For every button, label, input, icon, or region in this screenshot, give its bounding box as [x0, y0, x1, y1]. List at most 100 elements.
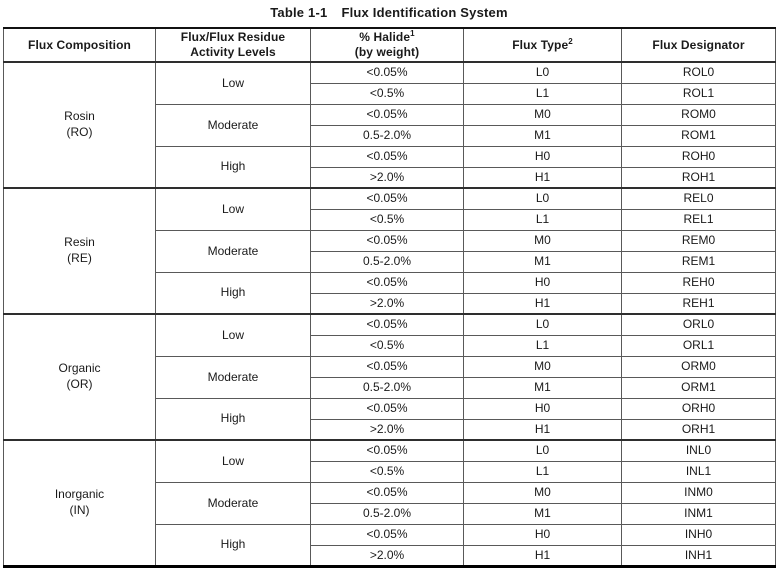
cell-flux-composition: Inorganic (IN): [3, 439, 156, 567]
cell-flux-designator: INL1: [621, 460, 776, 483]
cell-halide: >2.0%: [310, 544, 464, 567]
cell-activity-level: Moderate: [155, 355, 311, 399]
cell-flux-designator: INM1: [621, 502, 776, 525]
cell-flux-designator: REL1: [621, 208, 776, 231]
cell-halide: <0.05%: [310, 145, 464, 168]
cell-flux-type: M0: [463, 229, 622, 252]
cell-flux-designator: INH1: [621, 544, 776, 567]
header-flux-designator: Flux Designator: [621, 27, 776, 63]
cell-halide: 0.5-2.0%: [310, 376, 464, 399]
cell-halide: 0.5-2.0%: [310, 502, 464, 525]
cell-flux-type: L0: [463, 61, 622, 84]
cell-flux-designator: REL0: [621, 187, 776, 210]
cell-flux-designator: ORM1: [621, 376, 776, 399]
cell-flux-designator: ROH0: [621, 145, 776, 168]
cell-halide: >2.0%: [310, 292, 464, 315]
cell-flux-type: H1: [463, 166, 622, 189]
table-row: Moderate <0.05% M0 ROM0: [4, 103, 776, 147]
composition-name: Inorganic: [54, 487, 105, 502]
table-row: High <0.05% H0 REH0: [4, 271, 776, 315]
composition-name: Rosin: [64, 109, 95, 124]
cell-halide: <0.05%: [310, 397, 464, 420]
cell-halide: <0.05%: [310, 439, 464, 462]
table-number: Table 1-1: [270, 5, 328, 20]
cell-flux-designator: ROM0: [621, 103, 776, 126]
table-row: High <0.05% H0 INH0: [4, 523, 776, 567]
cell-flux-designator: ROM1: [621, 124, 776, 147]
cell-halide: 0.5-2.0%: [310, 250, 464, 273]
table-title-text: Flux Identification System: [341, 5, 508, 20]
header-activity-levels: Flux/Flux Residue Activity Levels: [155, 27, 311, 63]
cell-activity-level: Low: [155, 439, 311, 483]
cell-flux-designator: ROL0: [621, 61, 776, 84]
header-halide-line1: % Halide1: [359, 29, 415, 44]
cell-halide: <0.05%: [310, 523, 464, 546]
table-row: Inorganic (IN) Low <0.05% L0 INL0: [3, 439, 776, 567]
cell-activity-level: High: [155, 523, 311, 567]
cell-halide: <0.5%: [310, 82, 464, 105]
cell-flux-type: M1: [463, 376, 622, 399]
table-row: >2.0% H1 INH1: [4, 544, 776, 567]
cell-flux-type: M1: [463, 124, 622, 147]
header-row: Flux Composition Flux/Flux Residue Activ…: [3, 27, 776, 63]
cell-halide: <0.5%: [310, 334, 464, 357]
cell-activity-level: Low: [155, 61, 311, 105]
cell-flux-designator: REM1: [621, 250, 776, 273]
cell-flux-type: M1: [463, 502, 622, 525]
cell-flux-type: H0: [463, 397, 622, 420]
cell-halide: <0.05%: [310, 481, 464, 504]
cell-activity-level: High: [155, 271, 311, 315]
cell-flux-designator: REM0: [621, 229, 776, 252]
table-row: Resin (RE) Low <0.05% L0 REL0: [3, 187, 776, 315]
cell-halide: <0.5%: [310, 460, 464, 483]
cell-flux-type: H0: [463, 145, 622, 168]
cell-activity-level: Moderate: [155, 481, 311, 525]
footnote-ref-2: 2: [568, 36, 573, 46]
cell-flux-designator: REH1: [621, 292, 776, 315]
cell-halide: >2.0%: [310, 166, 464, 189]
flux-identification-table: Flux Composition Flux/Flux Residue Activ…: [3, 27, 776, 568]
page-title: Table 1-1 Flux Identification System: [0, 0, 778, 20]
cell-activity-level: Moderate: [155, 103, 311, 147]
cell-halide: 0.5-2.0%: [310, 124, 464, 147]
cell-flux-designator: ORM0: [621, 355, 776, 378]
composition-code: (OR): [66, 377, 93, 391]
cell-activity-level: High: [155, 397, 311, 441]
composition-name: Organic: [58, 361, 101, 376]
cell-halide: <0.05%: [310, 187, 464, 210]
header-flux-composition: Flux Composition: [3, 27, 156, 63]
cell-flux-type: L1: [463, 82, 622, 105]
header-activity-line1: Flux/Flux Residue: [180, 30, 286, 44]
cell-flux-type: L1: [463, 208, 622, 231]
cell-activity-level: Moderate: [155, 229, 311, 273]
cell-flux-type: M1: [463, 250, 622, 273]
table-row: Moderate <0.05% M0 REM0: [4, 229, 776, 273]
table-row: 0.5-2.0% M1 REM1: [4, 250, 776, 273]
cell-flux-designator: INH0: [621, 523, 776, 546]
cell-flux-type: M0: [463, 103, 622, 126]
footnote-ref-1: 1: [410, 29, 415, 38]
cell-flux-designator: ROL1: [621, 82, 776, 105]
cell-halide: <0.05%: [310, 355, 464, 378]
cell-halide: <0.5%: [310, 208, 464, 231]
cell-flux-type: L0: [463, 313, 622, 336]
cell-flux-composition: Organic (OR): [3, 313, 156, 441]
cell-flux-composition: Rosin (RO): [3, 61, 156, 189]
cell-flux-type: L0: [463, 439, 622, 462]
table-row: High <0.05% H0 ORH0: [4, 397, 776, 441]
table-row: 0.5-2.0% M1 ORM1: [4, 376, 776, 399]
composition-code: (RO): [66, 125, 93, 139]
table-row: >2.0% H1 ROH1: [4, 166, 776, 189]
cell-flux-designator: INL0: [621, 439, 776, 462]
cell-activity-level: Low: [155, 187, 311, 231]
cell-flux-designator: ROH1: [621, 166, 776, 189]
table-row: Organic (OR) Low <0.05% L0 ORL0: [3, 313, 776, 441]
cell-flux-composition: Resin (RE): [3, 187, 156, 315]
cell-flux-type: L1: [463, 460, 622, 483]
cell-activity-level: Low: [155, 313, 311, 357]
cell-halide: >2.0%: [310, 418, 464, 441]
cell-flux-designator: INM0: [621, 481, 776, 504]
header-halide: % Halide1 (by weight): [310, 27, 464, 63]
cell-halide: <0.05%: [310, 103, 464, 126]
header-halide-line2: (by weight): [354, 45, 420, 59]
